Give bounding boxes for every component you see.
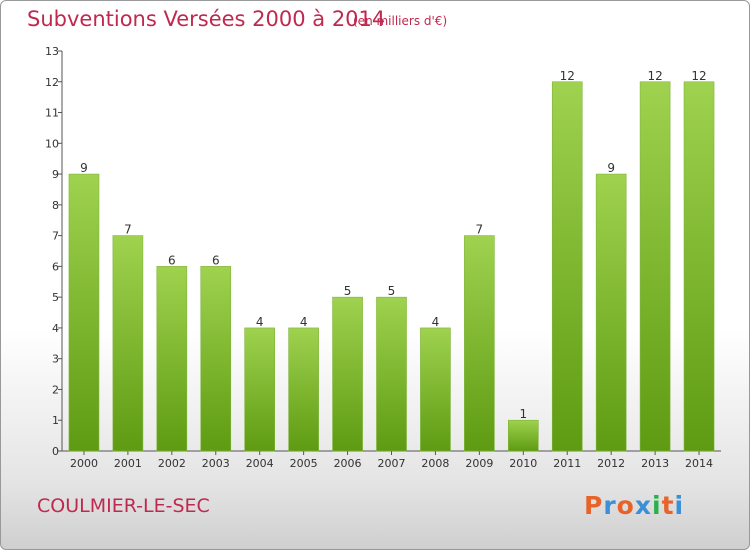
x-tick-label-2013: 2013 [641, 457, 669, 470]
y-tick-label: 8 [52, 199, 59, 212]
logo-letter: i [652, 491, 662, 520]
logo-letter: i [674, 491, 685, 520]
bar-2007 [376, 296, 407, 452]
bar-2005 [288, 327, 319, 452]
x-tick-label-2007: 2007 [378, 457, 406, 470]
chart-title: Subventions Versées 2000 à 2014 [27, 7, 386, 31]
proxiti-logo[interactable]: Proxiti [584, 491, 684, 520]
x-tick-label-2012: 2012 [597, 457, 625, 470]
logo-letter: r [603, 491, 617, 520]
bar-2001 [112, 235, 144, 452]
data-label-2000: 9 [80, 161, 88, 175]
data-label-2012: 9 [607, 161, 615, 175]
data-label-2008: 4 [432, 315, 440, 329]
x-tick-label-2001: 2001 [114, 457, 142, 470]
y-tick-label: 7 [52, 230, 59, 243]
logo-letter: P [584, 491, 604, 520]
bar-2012 [595, 173, 627, 452]
bar-2006 [332, 296, 363, 452]
x-tick-label-2008: 2008 [421, 457, 449, 470]
x-tick-label-2005: 2005 [290, 457, 318, 470]
bar-2011 [551, 81, 583, 452]
chart-bars [68, 81, 715, 452]
x-tick-label-2014: 2014 [685, 457, 713, 470]
bar-2014 [683, 81, 715, 452]
y-tick-label: 3 [52, 353, 59, 366]
y-tick-label: 13 [45, 45, 59, 58]
data-label-2006: 5 [344, 284, 352, 298]
chart-data-labels: 9 7 6 6 4 4 5 5 4 7 1 12 9 12 12 [80, 69, 707, 421]
x-tick-label-2003: 2003 [202, 457, 230, 470]
data-label-2001: 7 [124, 223, 132, 237]
x-tick-label-2010: 2010 [509, 457, 537, 470]
x-tick-label-2000: 2000 [70, 457, 98, 470]
data-label-2011: 12 [560, 69, 575, 83]
bar-2004 [244, 327, 275, 452]
y-tick-label: 2 [52, 383, 59, 396]
y-tick-label: 0 [52, 445, 59, 458]
data-label-2005: 4 [300, 315, 308, 329]
y-tick-label: 12 [45, 76, 59, 89]
y-tick-label: 5 [52, 291, 59, 304]
x-tick-label-2006: 2006 [334, 457, 362, 470]
x-tick-label-2011: 2011 [553, 457, 581, 470]
logo-letter: x [634, 491, 652, 520]
y-tick-label: 4 [52, 322, 59, 335]
bar-2003 [200, 266, 232, 452]
commune-name: COULMIER-LE-SEC [37, 495, 210, 517]
bar-2000 [68, 173, 100, 452]
y-tick-label: 11 [45, 107, 59, 120]
bar-2008 [420, 327, 451, 452]
data-label-2004: 4 [256, 315, 264, 329]
data-label-2010: 1 [519, 407, 527, 421]
x-tick-label-2009: 2009 [465, 457, 493, 470]
y-tick-label: 9 [52, 168, 59, 181]
x-tick-label-2004: 2004 [246, 457, 274, 470]
bar-2009 [464, 235, 495, 452]
y-tick-label: 6 [52, 260, 59, 273]
logo-letter: o [616, 491, 635, 520]
y-tick-label: 10 [45, 137, 59, 150]
bar-2010 [507, 419, 539, 452]
data-label-2003: 6 [212, 253, 220, 267]
chart-subtitle: (en milliers d'€) [353, 14, 448, 28]
data-label-2002: 6 [168, 253, 176, 267]
data-label-2013: 12 [647, 69, 662, 83]
data-label-2009: 7 [476, 223, 484, 237]
bar-2013 [639, 81, 671, 452]
logo-letter: t [661, 491, 675, 520]
bar-2002 [156, 266, 188, 452]
data-label-2014: 12 [691, 69, 706, 83]
x-tick-label-2002: 2002 [158, 457, 186, 470]
y-tick-label: 1 [52, 414, 59, 427]
data-label-2007: 5 [388, 284, 396, 298]
